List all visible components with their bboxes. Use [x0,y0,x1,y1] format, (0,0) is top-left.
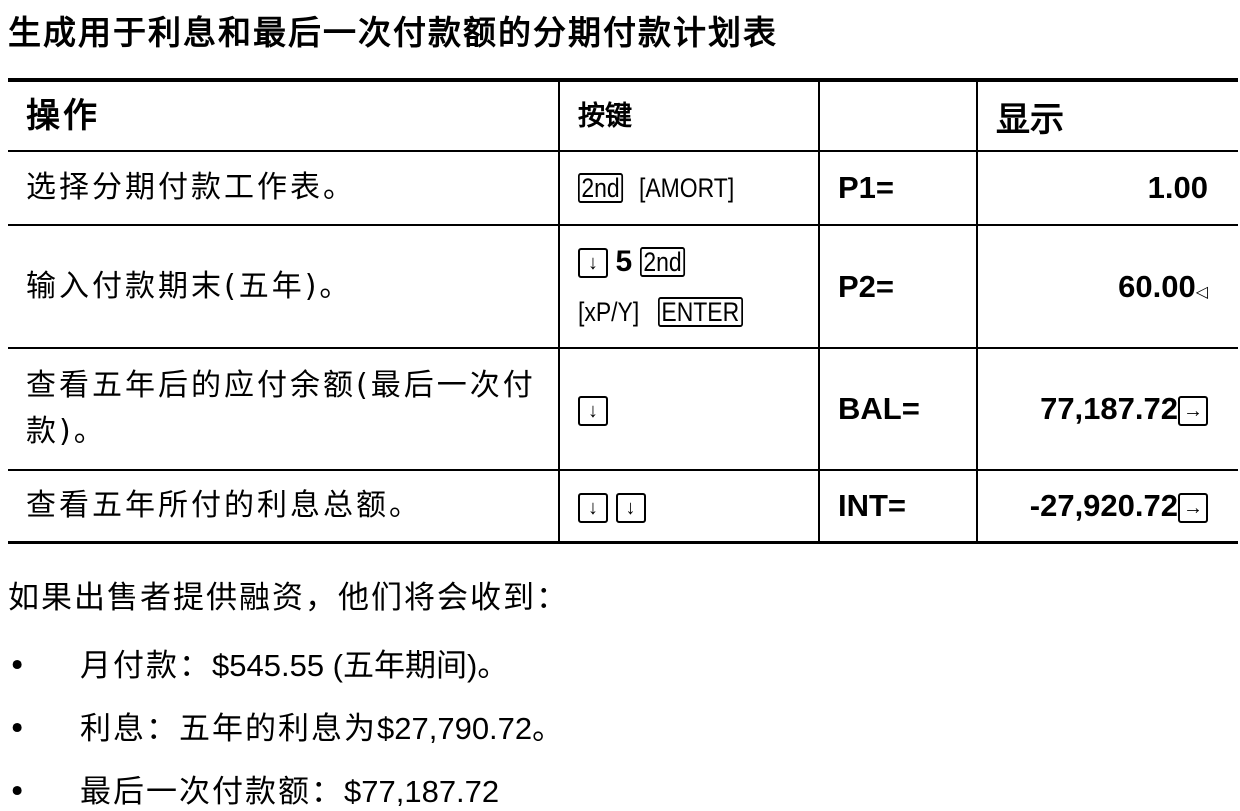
keys-cell: 2nd [AMORT] [558,150,820,226]
display-label: P2= [818,224,978,349]
table-row: 选择分期付款工作表。 2nd [AMORT] P1= 1.00 [8,150,1238,226]
key-xpy: [xP/Y] [578,296,640,327]
keys-cell: ↓ 5 2nd [xP/Y] ENTER [558,224,820,349]
bullet-item: • 月付款：$545.55 (五年期间)。 [8,640,508,685]
header-display: 显示 [976,79,1238,152]
table-header-row: 操作 按键 显示 [8,79,1238,152]
display-value: 77,187.72 → [976,347,1238,471]
display-label: BAL= [818,347,978,471]
value-text: 1.00 [1147,170,1208,205]
keys-cell: ↓ [558,347,820,471]
bullet-item: • 利息：五年的利息为$27,790.72。 [8,703,563,748]
bullet-label: 最后一次付款额： [80,774,344,810]
computed-arrow-icon: → [1178,395,1208,426]
key-5: 5 [615,244,633,278]
action-cell: 查看五年后的应付余额(最后一次付款)。 [8,347,560,471]
bullet-icon: • [8,648,27,684]
bullet-label: 月付款： [80,648,212,684]
header-action: 操作 [8,79,560,152]
value-text: 77,187.72 [1040,391,1178,426]
display-value: 60.00◁ [976,224,1238,349]
bullet-value: $77,187.72 [344,774,500,809]
bullet-icon: • [8,774,27,810]
action-cell: 查看五年所付的利息总额。 [8,469,560,544]
key-amort: [AMORT] [638,173,734,203]
down-arrow-key-icon: ↓ [615,492,646,523]
bullet-icon: • [8,711,27,747]
display-label: P1= [818,150,978,226]
table-row: 查看五年所付的利息总额。 ↓ ↓ INT= -27,920.72 → [8,469,1238,544]
bullet-value: $27,790.72。 [377,711,564,746]
down-arrow-key-icon: ↓ [578,395,608,426]
action-cell: 输入付款期末(五年)。 [8,224,560,349]
value-text: 60.00 [1118,268,1196,304]
page-title: 生成用于利息和最后一次付款额的分期付款计划表 [8,13,778,52]
key-2nd: 2nd [639,246,685,277]
key-2nd: 2nd [578,173,624,203]
entered-indicator-icon: ◁ [1195,283,1208,301]
amortization-table: 操作 按键 显示 选择分期付款工作表。 2nd [AMORT] P1= 1.00… [8,78,1238,544]
display-label: INT= [818,469,978,544]
down-arrow-key-icon: ↓ [578,492,608,523]
table-row: 输入付款期末(五年)。 ↓ 5 2nd [xP/Y] ENTER P2= 60.… [8,224,1238,349]
action-cell: 选择分期付款工作表。 [8,150,560,226]
header-blank [818,79,978,152]
value-text: -27,920.72 [1029,488,1178,523]
display-value: -27,920.72 → [976,469,1238,544]
summary-paragraph: 如果出售者提供融资，他们将会收到： [8,580,569,616]
keys-cell: ↓ ↓ [558,469,820,544]
bullet-value: $545.55 (五年期间)。 [212,648,509,683]
bullet-label: 利息：五年的利息为 [80,711,377,747]
table-row: 查看五年后的应付余额(最后一次付款)。 ↓ BAL= 77,187.72 → [8,347,1238,471]
down-arrow-key-icon: ↓ [578,248,608,279]
computed-arrow-icon: → [1178,492,1208,523]
header-keys: 按键 [558,79,820,152]
key-enter: ENTER [657,296,743,327]
display-value: 1.00 [976,150,1238,226]
bullet-item: • 最后一次付款额：$77,187.72 [8,766,499,811]
